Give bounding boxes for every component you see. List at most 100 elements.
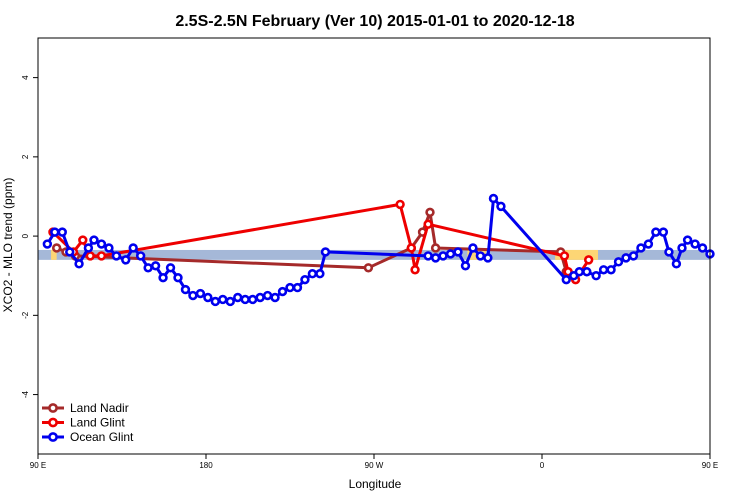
y-tick-label: 0 (21, 233, 30, 238)
data-point-ocean-glint (658, 227, 669, 237)
x-tick-label: 90 W (365, 461, 384, 470)
data-point-ocean-glint (483, 253, 493, 263)
data-point-land-glint (410, 265, 420, 275)
land-band-segment (555, 249, 598, 260)
data-point-ocean-glint (180, 284, 191, 295)
data-point-ocean-glint (445, 249, 456, 259)
data-point-ocean-glint (42, 239, 53, 249)
data-point-ocean-glint (651, 227, 661, 237)
data-point-ocean-glint (111, 251, 122, 261)
data-point-ocean-glint (270, 292, 280, 303)
data-point-ocean-glint (203, 292, 213, 303)
x-tick-label: 90 E (702, 461, 718, 470)
y-tick-label: -4 (21, 390, 30, 398)
data-point-land-nadir (363, 263, 374, 273)
data-point-ocean-glint (690, 239, 700, 249)
data-point-ocean-glint (96, 239, 107, 249)
legend-marker-land-glint (48, 417, 58, 428)
x-tick-label: 0 (540, 461, 545, 470)
plot-area (38, 193, 715, 307)
data-point-ocean-glint (423, 251, 433, 261)
data-point-land-nadir (430, 243, 441, 253)
data-point-ocean-glint (315, 269, 325, 279)
data-point-ocean-glint (104, 243, 114, 253)
data-point-ocean-glint (74, 259, 84, 269)
data-point-ocean-glint (430, 253, 441, 263)
data-point-land-glint (78, 235, 88, 245)
data-point-ocean-glint (247, 294, 258, 305)
data-point-ocean-glint (598, 265, 609, 275)
data-point-land-glint (423, 219, 433, 229)
legend-label-land-glint: Land Glint (70, 416, 125, 430)
data-point-ocean-glint (128, 243, 138, 253)
data-point-ocean-glint (574, 267, 585, 277)
data-point-ocean-glint (188, 290, 198, 301)
legend-marker-land-nadir (48, 403, 58, 413)
data-point-ocean-glint (240, 294, 250, 305)
data-point-ocean-glint (697, 243, 708, 253)
data-point-ocean-glint (225, 296, 235, 307)
data-point-ocean-glint (255, 292, 265, 303)
data-point-ocean-glint (628, 251, 639, 261)
data-point-ocean-glint (277, 286, 288, 297)
data-point-ocean-glint (50, 227, 60, 237)
data-point-land-glint (559, 251, 570, 261)
data-point-ocean-glint (262, 290, 273, 301)
data-point-ocean-glint (89, 235, 99, 245)
chart-title: 2.5S-2.5N February (Ver 10) 2015-01-01 t… (175, 13, 574, 30)
data-point-ocean-glint (682, 235, 693, 245)
data-point-ocean-glint (591, 271, 601, 281)
data-point-ocean-glint (292, 282, 303, 293)
data-point-land-nadir (425, 207, 435, 218)
legend-label-ocean-glint: Ocean Glint (70, 430, 134, 444)
y-tick-label: 4 (21, 75, 30, 80)
data-point-ocean-glint (135, 251, 146, 261)
data-point-land-nadir (51, 243, 62, 253)
data-point-ocean-glint (150, 261, 161, 271)
data-point-land-glint (96, 251, 107, 261)
data-point-ocean-glint (195, 288, 206, 299)
data-point-ocean-glint (57, 227, 67, 237)
data-point-ocean-glint (621, 253, 631, 263)
data-point-ocean-glint (475, 251, 486, 261)
data-point-land-glint (395, 199, 405, 210)
plot-frame (37, 37, 711, 455)
axes: 90 E 180 90 W 0 90 E 4 2 0 -2 -4 (21, 75, 718, 470)
y-tick-label: 2 (21, 154, 30, 159)
data-point-ocean-glint (65, 247, 75, 257)
data-point-ocean-glint (636, 243, 646, 253)
data-point-ocean-glint (173, 272, 183, 283)
data-point-ocean-glint (613, 257, 624, 267)
data-point-ocean-glint (320, 247, 331, 257)
data-point-ocean-glint (158, 272, 168, 283)
land-band-segment (51, 249, 57, 260)
data-point-ocean-glint (496, 201, 506, 212)
data-point-ocean-glint (143, 263, 153, 273)
data-point-ocean-glint (606, 265, 616, 275)
data-point-ocean-glint (460, 261, 471, 271)
y-tick-label: -2 (21, 311, 30, 319)
data-point-ocean-glint (643, 239, 654, 249)
data-point-ocean-glint (218, 294, 228, 305)
data-point-ocean-glint (285, 282, 295, 293)
data-point-ocean-glint (671, 259, 682, 269)
legend-marker-ocean-glint (48, 432, 58, 442)
data-point-land-glint (406, 243, 417, 253)
data-point-ocean-glint (664, 247, 674, 257)
data-point-ocean-glint (233, 292, 243, 303)
data-point-ocean-glint (165, 263, 176, 273)
data-point-ocean-glint (561, 274, 571, 285)
data-point-land-glint (85, 251, 95, 261)
x-tick-label: 90 E (30, 461, 46, 470)
data-point-ocean-glint (582, 267, 592, 277)
data-point-ocean-glint (438, 251, 448, 261)
legend-label-land-nadir: Land Nadir (70, 401, 129, 415)
data-point-ocean-glint (210, 296, 221, 307)
data-point-ocean-glint (488, 193, 499, 204)
y-axis-label: XCO2 - MLO trend (ppm) (1, 178, 15, 313)
data-point-ocean-glint (677, 243, 687, 253)
data-point-ocean-glint (300, 274, 310, 285)
data-point-land-glint (583, 255, 594, 265)
